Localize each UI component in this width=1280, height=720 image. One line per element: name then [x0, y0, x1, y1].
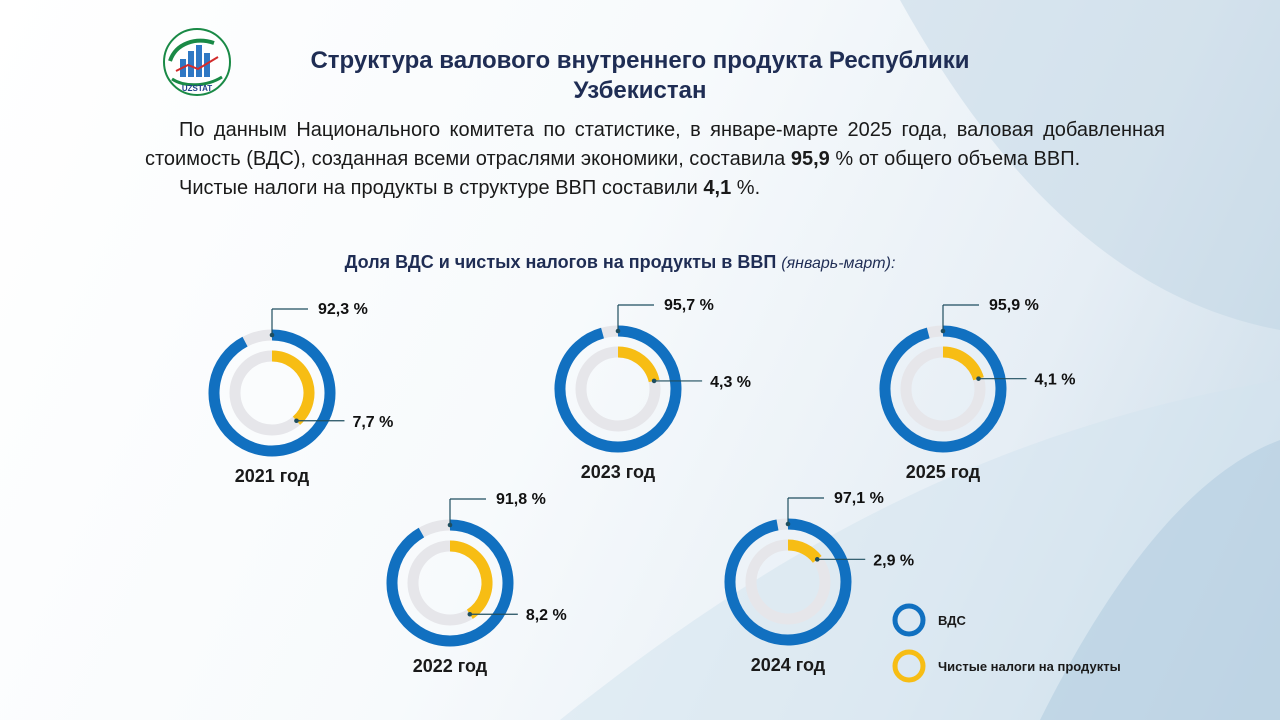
- taxes-share-value: 4,1: [703, 177, 732, 199]
- vds-leader-dot: [447, 522, 453, 528]
- donut-2023-год: 95,7 % 4,3 % 2023 год: [554, 297, 751, 482]
- taxes-value-label: 2,9 %: [873, 552, 914, 569]
- vds-arc: [208, 329, 336, 457]
- vds-leader-dot: [785, 521, 791, 527]
- legend-vds-label: ВДС: [938, 613, 966, 628]
- vds-leader-dot: [940, 328, 946, 334]
- intro-text: По данным Национального комитета по стат…: [145, 116, 1165, 203]
- vds-value-label: 92,3 %: [318, 301, 368, 318]
- chart-title-note: (январь-март):: [781, 255, 896, 272]
- vds-value-label: 91,8 %: [496, 491, 546, 508]
- uzstat-logo: UZSTAT: [163, 28, 231, 96]
- taxes-value-label: 4,1 %: [1035, 372, 1076, 389]
- page-title: Структура валового внутреннего продукта …: [310, 47, 970, 104]
- taxes-leader-dot: [651, 378, 657, 384]
- taxes-leader-dot: [467, 611, 473, 617]
- intro-paragraph-taxes: Чистые налоги на продукты в структуре ВВ…: [179, 177, 761, 199]
- vds-share-value: 95,9: [790, 148, 830, 170]
- vds-leader-dot: [615, 328, 621, 334]
- chart-legend: ВДС Чистые налоги на продукты: [892, 603, 1121, 683]
- legend-taxes-swatch: [892, 649, 926, 683]
- taxes-value-label: 4,3 %: [710, 374, 751, 391]
- vds-value-label: 95,9 %: [989, 297, 1039, 314]
- vds-arc: [724, 518, 852, 646]
- year-label: 2024 год: [751, 655, 826, 675]
- taxes-value-label: 7,7 %: [352, 414, 393, 431]
- chart-title: Доля ВДС и чистых налогов на продукты в …: [0, 252, 1240, 273]
- year-label: 2025 год: [906, 462, 981, 482]
- vds-value-label: 95,7 %: [664, 297, 714, 314]
- logo-text: UZSTAT: [182, 84, 212, 93]
- year-label: 2023 год: [581, 462, 656, 482]
- taxes-value-label: 8,2 %: [526, 607, 567, 624]
- taxes-arc: [617, 346, 660, 383]
- year-label: 2022 год: [413, 656, 488, 676]
- vds-leader-dot: [269, 332, 275, 338]
- intro-paragraph-vds: По данным Национального комитета по стат…: [145, 119, 1165, 170]
- taxes-arc: [787, 539, 822, 563]
- taxes-arc: [942, 346, 984, 381]
- taxes-leader-dot: [976, 376, 981, 381]
- chart-title-main: Доля ВДС и чистых налогов на продукты в …: [344, 252, 777, 272]
- taxes-arc: [449, 540, 493, 619]
- vds-arc: [879, 325, 1007, 453]
- taxes-leader-dot: [294, 418, 299, 424]
- legend-taxes-label: Чистые налоги на продукты: [938, 659, 1121, 674]
- donut-2022-год: 91,8 % 8,2 % 2022 год: [386, 491, 567, 676]
- vds-arc: [554, 325, 682, 453]
- donut-2024-год: 97,1 % 2,9 % 2024 год: [724, 490, 914, 675]
- vds-arc: [386, 519, 514, 647]
- year-label: 2021 год: [235, 466, 310, 486]
- taxes-arc: [271, 350, 315, 425]
- donut-2025-год: 95,9 % 4,1 % 2025 год: [879, 297, 1076, 482]
- vds-value-label: 97,1 %: [834, 490, 884, 507]
- donut-2021-год: 92,3 % 7,7 % 2021 год: [208, 301, 393, 486]
- legend-vds-swatch: [892, 603, 926, 637]
- taxes-leader-dot: [814, 557, 820, 562]
